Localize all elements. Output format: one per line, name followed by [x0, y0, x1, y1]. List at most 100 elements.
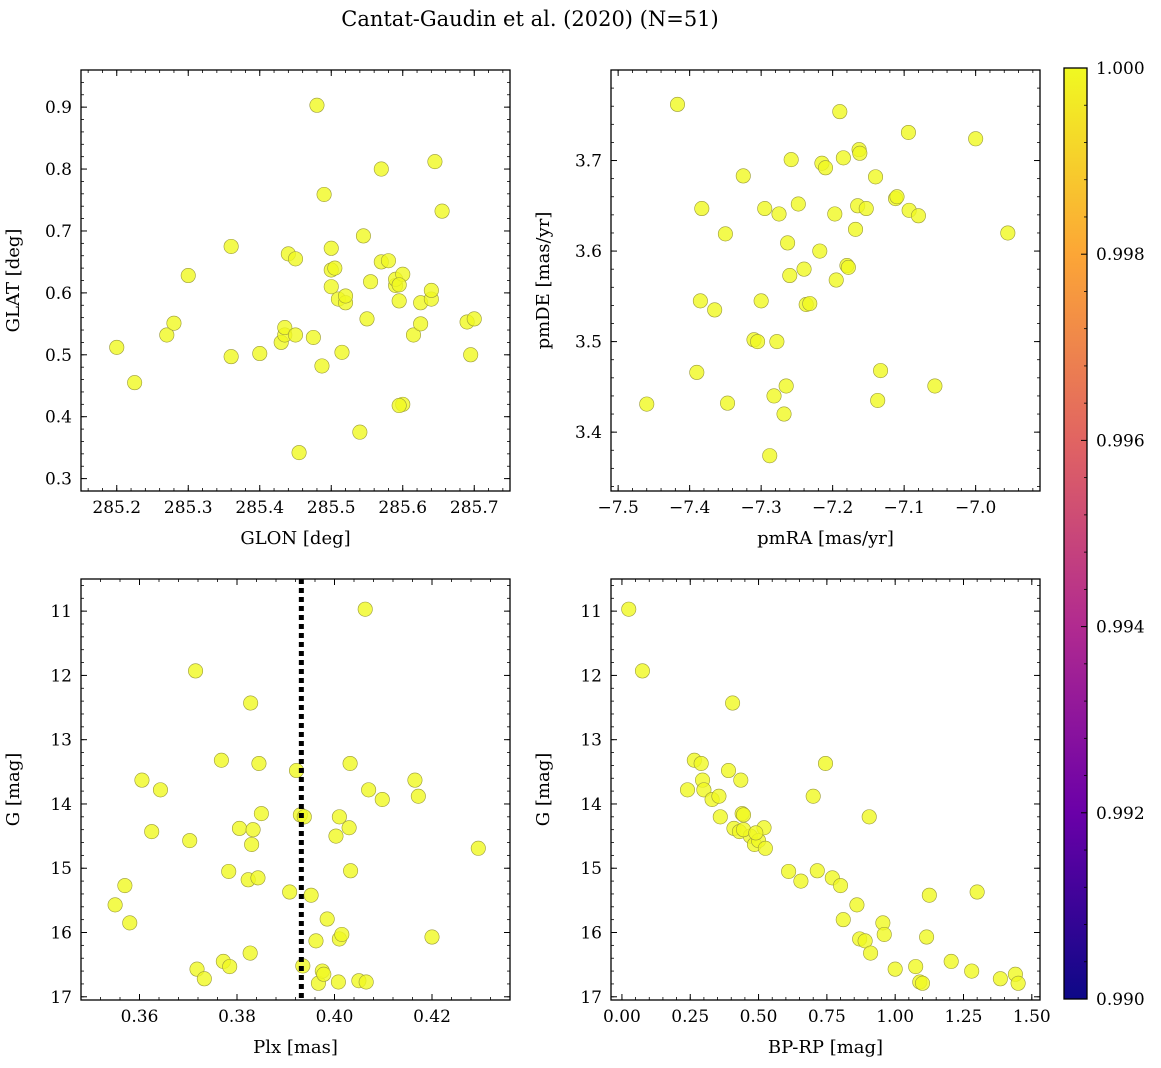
chart-0-point: [359, 311, 375, 327]
chart-2-point: [117, 878, 133, 894]
chart-0-xtick-label: 285.2: [92, 498, 141, 518]
chart-2-point: [244, 836, 260, 852]
chart-3-point: [915, 975, 931, 991]
chart-2-xtick-label: 0.36: [121, 1007, 159, 1027]
panel-cmd: 0.00 0.25 0.50 0.75 1.00 1.25 1.50 11 12 13 14 15 16…: [533, 578, 1051, 1058]
chart-0-xtick-label: 285.4: [235, 498, 284, 518]
chart-2-point: [470, 840, 486, 856]
chart-0-xtick-label: 285.6: [378, 498, 427, 518]
chart-0-point: [309, 97, 325, 113]
chart-0-point: [287, 251, 303, 267]
chart-1-point: [848, 221, 864, 237]
chart-1-point: [858, 201, 874, 217]
chart-1-point: [817, 160, 833, 176]
chart-2-xtick-label: 0.38: [218, 1007, 256, 1027]
chart-0-point: [334, 344, 350, 360]
chart-2-frame: [80, 578, 511, 1001]
chart-2-point: [374, 791, 390, 807]
chart-2-point: [424, 929, 440, 945]
chart-2-point: [243, 695, 259, 711]
chart-3-point: [711, 788, 727, 804]
chart-2-ytick-label: 17: [50, 988, 72, 1008]
chart-0-point: [323, 240, 339, 256]
chart-3-point: [887, 961, 903, 977]
chart-1-point: [827, 206, 843, 222]
chart-2-ytick-label: 16: [50, 924, 72, 944]
chart-0-point: [277, 320, 293, 336]
chart-2-point: [330, 974, 346, 990]
chart-1-point: [778, 378, 794, 394]
chart-1-point: [1000, 225, 1016, 241]
chart-2-point: [251, 755, 267, 771]
chart-2-point: [343, 863, 359, 879]
chart-3-frame: [610, 578, 1041, 1001]
chart-0-point: [223, 238, 239, 254]
chart-0-ytick-label: 0.5: [45, 346, 72, 366]
chart-0-point: [166, 315, 182, 331]
chart-3-point: [849, 897, 865, 913]
chart-1-point: [717, 226, 733, 242]
chart-0-point: [291, 445, 307, 461]
chart-2-point: [342, 755, 358, 771]
chart-2-point: [222, 959, 238, 975]
chart-3-point: [634, 663, 650, 679]
chart-1-ytick-label: 3.4: [575, 423, 602, 443]
chart-3-point: [621, 601, 637, 617]
chart-3-point: [696, 782, 712, 798]
chart-0-point: [305, 329, 321, 345]
chart-3-point: [919, 929, 935, 945]
chart-0-point: [391, 293, 407, 309]
chart-1-point: [835, 150, 851, 166]
chart-2-point: [242, 945, 258, 961]
chart-1-point: [852, 145, 868, 161]
chart-1-point: [812, 243, 828, 259]
chart-2-point: [357, 601, 373, 617]
chart-3-point: [725, 695, 741, 711]
chart-1-xtick-label: −7.2: [812, 498, 853, 518]
chart-0-point: [413, 316, 429, 332]
chart-2-ytick-label: 12: [50, 666, 72, 686]
chart-1-point: [927, 378, 943, 394]
chart-0-ytick-label: 0.4: [45, 408, 72, 428]
panel-pm: −7.5 −7.4 −7.3 −7.2 −7.1 −7.0 3.4 3.5 3.6 3.7 pmRA…: [533, 69, 1041, 549]
chart-0-point: [316, 186, 332, 202]
chart-1-ytick-label: 3.6: [575, 242, 602, 262]
chart-0-point: [180, 268, 196, 284]
colorbar-tick-label: 0.994: [1096, 618, 1145, 638]
chart-0-point: [434, 203, 450, 219]
chart-3-point: [1010, 975, 1026, 991]
chart-0-point: [352, 424, 368, 440]
chart-1-point: [900, 124, 916, 140]
chart-0-ytick-label: 0.8: [45, 160, 72, 180]
chart-1-frame: [610, 69, 1041, 492]
chart-2-ytick-label: 14: [50, 795, 72, 815]
chart-0-point: [127, 375, 143, 391]
chart-1-point: [782, 268, 798, 284]
chart-3-ylabel: G [mag]: [533, 753, 554, 826]
chart-2-point: [361, 782, 377, 798]
chart-1-point: [766, 388, 782, 404]
chart-3-point: [817, 755, 833, 771]
figure-title: Cantat-Gaudin et al. (2020) (N=51): [341, 7, 719, 31]
chart-3-ytick-label: 16: [580, 924, 602, 944]
chart-2-ytick-label: 11: [50, 602, 72, 622]
chart-0-point: [109, 339, 125, 355]
chart-0-xlabel: GLON [deg]: [240, 528, 350, 549]
chart-3-point: [835, 912, 851, 928]
chart-2-point: [282, 884, 298, 900]
chart-1-point: [771, 206, 787, 222]
chart-1-point: [720, 395, 736, 411]
chart-3-point: [876, 926, 892, 942]
panel-glon-glat: 285.2 285.3 285.4 285.5 285.6 285.7 0.3 0.4 0.5 0…: [3, 69, 511, 549]
chart-2-point: [410, 788, 426, 804]
chart-1-point: [639, 396, 655, 412]
chart-3-point: [712, 809, 728, 825]
chart-0-point: [363, 274, 379, 290]
chart-1-point: [669, 96, 685, 112]
chart-3-point: [748, 825, 764, 841]
chart-1-xtick-label: −7.5: [598, 498, 639, 518]
chart-2-point: [328, 828, 344, 844]
chart-3-ytick-label: 15: [580, 859, 602, 879]
chart-1-point: [790, 196, 806, 212]
chart-1-xtick-label: −7.3: [741, 498, 782, 518]
